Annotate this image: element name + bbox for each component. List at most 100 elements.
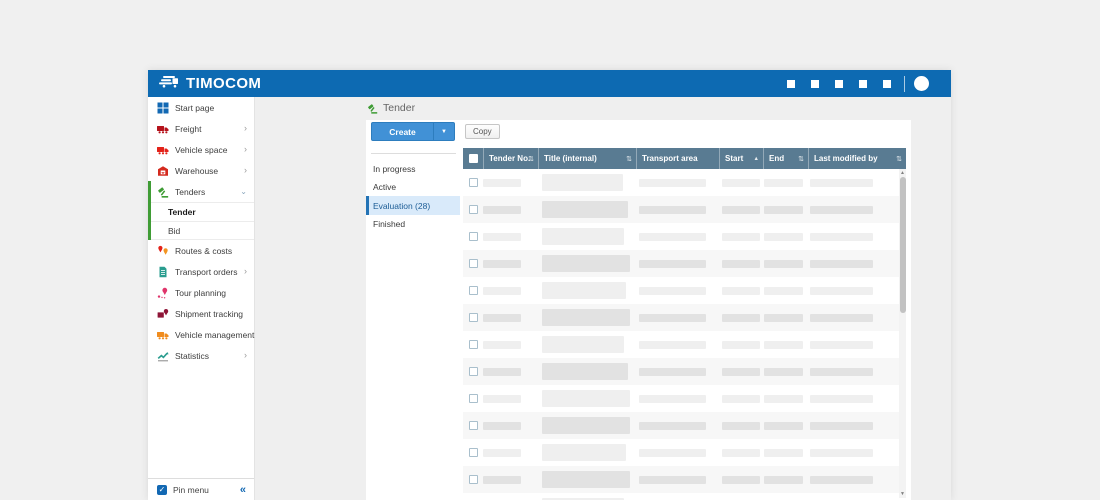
table-cell [719, 421, 763, 430]
table-cell [483, 340, 538, 349]
table-cell [808, 259, 899, 268]
table-row[interactable] [463, 331, 899, 358]
row-checkbox[interactable] [469, 313, 478, 322]
table-row[interactable] [463, 385, 899, 412]
column-header-last-modified-by[interactable]: Last modified by ⇅ [808, 148, 906, 169]
table-cell [538, 309, 636, 326]
pin-menu[interactable]: ✓ Pin menu « [148, 478, 254, 500]
header-menu-icon[interactable] [811, 79, 819, 88]
row-checkbox[interactable] [469, 448, 478, 457]
table-row[interactable] [463, 277, 899, 304]
column-header-title-internal[interactable]: Title (internal) ⇅ [538, 148, 636, 169]
column-header-start[interactable]: Start ▲ [719, 148, 763, 169]
sidebar-item-tenders[interactable]: Tenders ⌄ [148, 181, 254, 202]
sidebar-item-vehicle-management[interactable]: Vehicle management › [148, 324, 254, 345]
skeleton-bar [764, 367, 803, 376]
scrollbar-up-icon[interactable]: ▲ [900, 170, 905, 176]
header-menu-icon[interactable] [835, 79, 843, 88]
table-header: Tender No. ⇅ Title (internal) ⇅ Transport ar… [463, 148, 906, 169]
skeleton-bar [722, 232, 760, 241]
scrollbar-down-icon[interactable]: ▼ [900, 491, 905, 497]
table-scrollbar[interactable]: ▲ ▼ [899, 169, 906, 498]
column-header-transport-area[interactable]: Transport area [636, 148, 719, 169]
table-row[interactable] [463, 358, 899, 385]
table-row[interactable] [463, 223, 899, 250]
table-cell [538, 282, 636, 299]
table-row[interactable] [463, 466, 899, 493]
column-header-label: Last modified by [814, 154, 878, 163]
user-avatar[interactable] [914, 76, 929, 91]
main-area: Tender Create ▼ Copy In progress Active Ev… [255, 97, 951, 500]
sidebar-item-start-page[interactable]: Start page [148, 97, 254, 118]
header-menu-icon[interactable] [787, 79, 795, 88]
table-row[interactable] [463, 304, 899, 331]
create-dropdown-arrow-icon[interactable]: ▼ [433, 123, 454, 140]
skeleton-bar [764, 205, 803, 214]
sidebar-item-tour-planning[interactable]: Tour planning [148, 282, 254, 303]
row-checkbox[interactable] [469, 286, 478, 295]
create-button[interactable]: Create ▼ [371, 122, 455, 141]
chevron-right-icon: › [244, 266, 247, 276]
table-cell [808, 448, 899, 457]
subnav-item-finished[interactable]: Finished [373, 219, 406, 229]
sidebar-item-shipment-tracking[interactable]: Shipment tracking [148, 303, 254, 324]
skeleton-bar [542, 498, 624, 500]
logo-text: TIMOCOM [186, 75, 262, 92]
table-row[interactable] [463, 412, 899, 439]
column-header-label: Start [725, 154, 744, 163]
sort-ascending-icon[interactable]: ▲ [753, 155, 759, 162]
page-title: Tender [367, 102, 415, 114]
sidebar-item-label: Vehicle management [175, 329, 255, 340]
skeleton-bar [483, 259, 521, 268]
table-row[interactable] [463, 250, 899, 277]
table-row[interactable] [463, 439, 899, 466]
table-cell [483, 394, 538, 403]
header-menu-icon[interactable] [859, 79, 867, 88]
skeleton-bar [542, 255, 630, 272]
sidebar-item-routes-costs[interactable]: Routes & costs [148, 240, 254, 261]
row-checkbox[interactable] [469, 394, 478, 403]
row-checkbox[interactable] [469, 205, 478, 214]
copy-button[interactable]: Copy [465, 124, 500, 139]
pin-menu-checkbox[interactable]: ✓ [157, 484, 167, 495]
row-select-cell [463, 475, 483, 484]
table-row[interactable] [463, 169, 899, 196]
sidebar-item-bid[interactable]: Bid [148, 221, 254, 240]
row-checkbox[interactable] [469, 421, 478, 430]
sort-icon[interactable]: ⇅ [528, 155, 534, 163]
table-row[interactable] [463, 196, 899, 223]
column-header-tender-no[interactable]: Tender No. ⇅ [483, 148, 538, 169]
sort-icon[interactable]: ⇅ [626, 155, 632, 163]
column-header-end[interactable]: End ⇅ [763, 148, 808, 169]
sidebar-item-statistics[interactable]: Statistics › [148, 345, 254, 366]
sidebar-item-tender[interactable]: Tender [148, 202, 254, 221]
table-cell [483, 448, 538, 457]
header-menu-icon[interactable] [883, 79, 891, 88]
row-checkbox[interactable] [469, 340, 478, 349]
sidebar-item-freight[interactable]: Freight › [148, 118, 254, 139]
sort-icon[interactable]: ⇅ [896, 155, 902, 163]
skeleton-bar [722, 367, 760, 376]
select-all-checkbox[interactable] [469, 154, 478, 163]
subnav-item-active[interactable]: Active [373, 182, 397, 192]
sidebar-item-vehicle-space[interactable]: Vehicle space › [148, 139, 254, 160]
row-checkbox[interactable] [469, 259, 478, 268]
collapse-sidebar-icon[interactable]: « [239, 483, 246, 496]
timocom-logo[interactable]: TIMOCOM [148, 75, 261, 92]
row-checkbox[interactable] [469, 178, 478, 187]
row-checkbox[interactable] [469, 475, 478, 484]
sidebar-item-label: Start page [175, 102, 215, 113]
skeleton-bar [764, 394, 803, 403]
subnav-item-in-progress[interactable]: In progress [373, 164, 416, 174]
table-row[interactable] [463, 493, 899, 500]
warehouse-icon [157, 165, 169, 177]
scrollbar-thumb[interactable] [899, 177, 906, 313]
subnav-item-evaluation-28[interactable]: Evaluation (28) [366, 196, 460, 215]
sidebar-item-transport-orders[interactable]: Transport orders › [148, 261, 254, 282]
sort-icon[interactable]: ⇅ [798, 155, 804, 163]
row-checkbox[interactable] [469, 232, 478, 241]
row-checkbox[interactable] [469, 367, 478, 376]
sidebar-item-warehouse[interactable]: Warehouse › [148, 160, 254, 181]
column-header-label: Transport area [642, 154, 698, 163]
table-cell [763, 448, 808, 457]
